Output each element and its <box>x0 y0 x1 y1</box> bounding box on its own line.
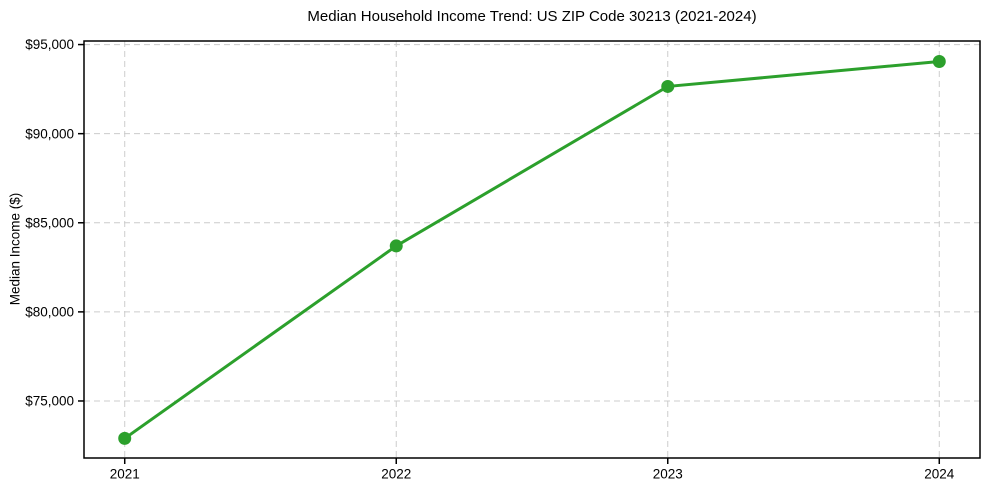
data-point-2022 <box>389 239 403 253</box>
data-point-2021 <box>118 431 132 445</box>
data-point-2023 <box>661 79 675 93</box>
trend-line <box>123 59 941 440</box>
y-tick-label: $80,000 <box>25 304 74 319</box>
data-point-2024 <box>932 54 946 68</box>
x-tick-label: 2024 <box>924 467 955 482</box>
x-tick-label: 2021 <box>110 467 140 482</box>
y-tick-label: $75,000 <box>25 394 74 409</box>
y-tick-label: $90,000 <box>25 126 74 141</box>
y-tick-label: $85,000 <box>25 215 74 230</box>
y-tick-label: $95,000 <box>25 37 74 52</box>
x-tick-label: 2022 <box>381 467 411 482</box>
chart-title: Median Household Income Trend: US ZIP Co… <box>307 8 757 25</box>
plot-border <box>83 40 981 459</box>
x-tick-label: 2023 <box>653 467 683 482</box>
